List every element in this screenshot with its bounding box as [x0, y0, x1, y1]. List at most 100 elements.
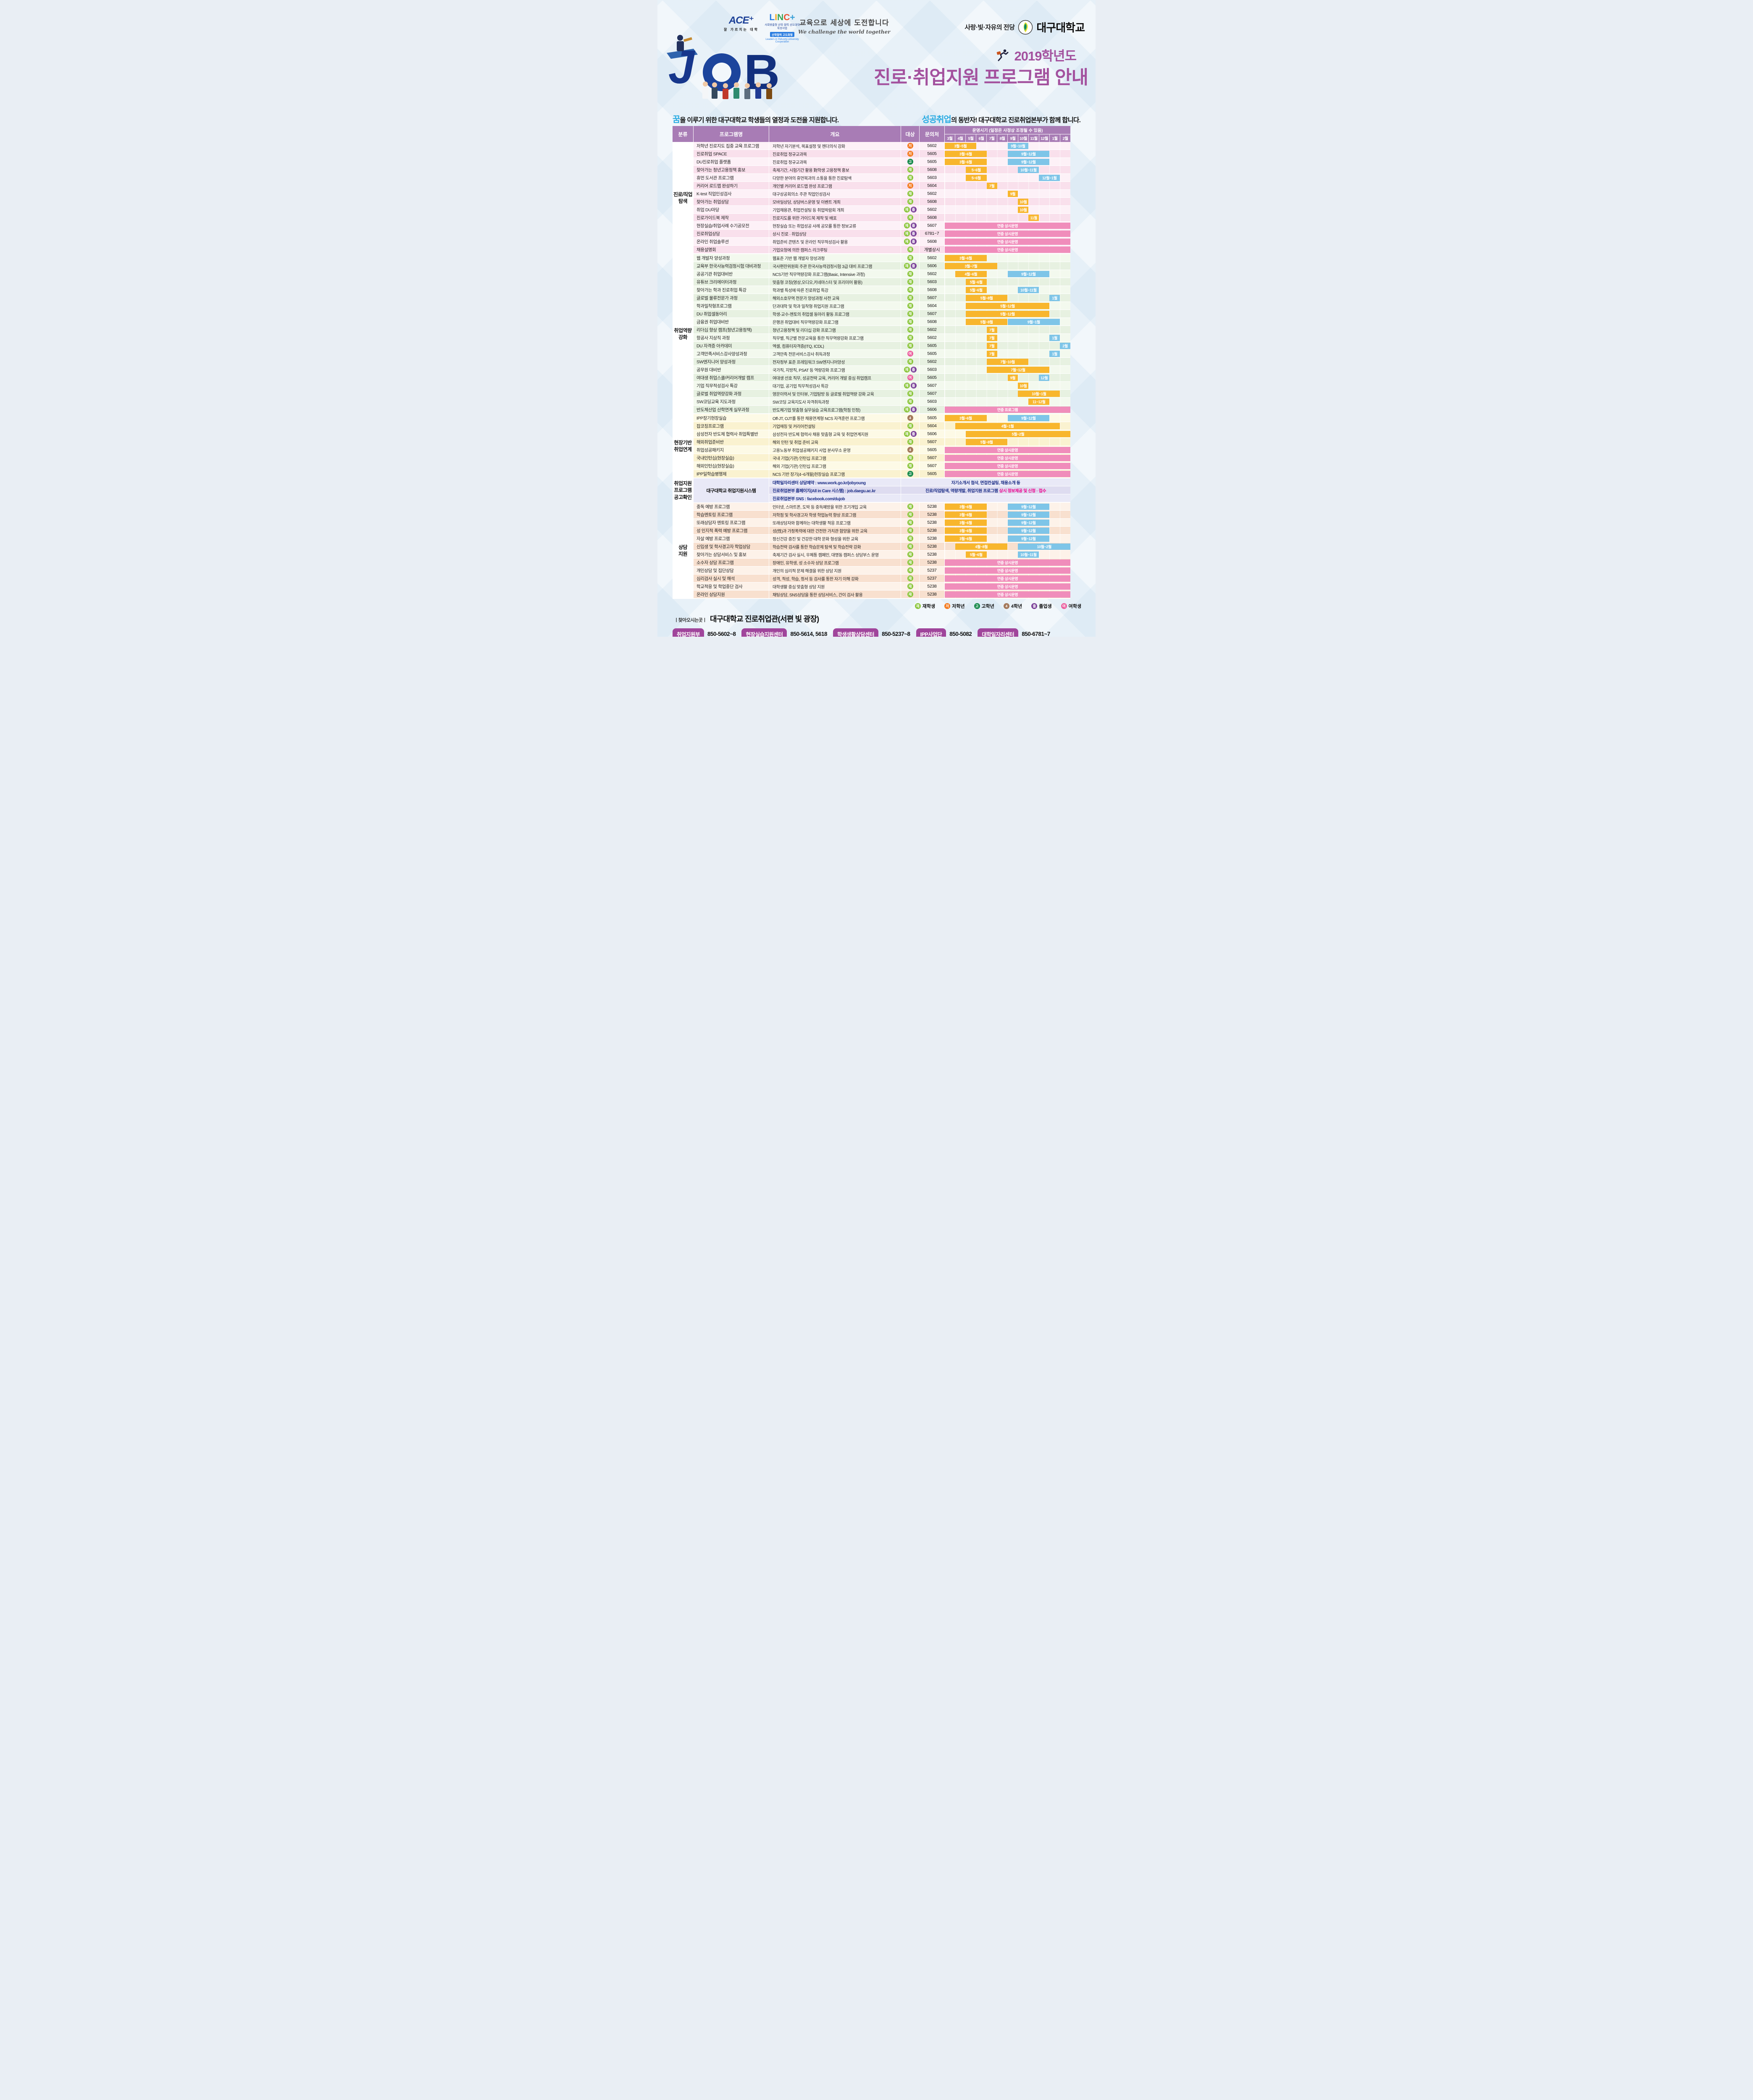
location-line: ㅣ찾아오시는곳ㅣ 대구대학교 진로취업관(서편 빛 광장)	[674, 613, 1096, 624]
program-name: DU 자격증 아카데미	[694, 342, 769, 349]
program-targets: 재	[901, 454, 920, 462]
program-targets: 재	[901, 551, 920, 558]
contact-extension: 5238	[920, 591, 945, 598]
target-badge: 재	[907, 399, 913, 404]
contact-extension: 5603	[920, 174, 945, 181]
schedule-timeline: 5월~8월	[945, 438, 1070, 446]
target-badge: 재	[907, 327, 913, 333]
target-badge: 고	[907, 471, 913, 477]
program-overview: 은행권 취업대비 직무역량강화 프로그램	[769, 318, 901, 326]
program-row: DU 취업셀동아리 학생-교수-멘토의 취업셀 동아리 활동 프로그램 재 5607 5…	[694, 310, 1070, 318]
ace-logo: ACE⁺ 잘 가르치는 대학	[724, 14, 759, 32]
target-badge: 고	[907, 159, 913, 165]
program-overview: 맞춤형 코칭(영상,오디오,키네마스터 및 프리미어 활용)	[769, 278, 901, 286]
program-row: 찾아가는 학과 진로취업 특강 학과별 특성에 따른 진로취업 특강 재 5608 5월…	[694, 286, 1070, 294]
linc-letter: I	[775, 13, 778, 22]
program-name: 국내인턴십(현장실습)	[694, 454, 769, 462]
program-overview: 성격, 적성, 학습, 정서 등 검사를 통한 자기 이해 강화	[769, 575, 901, 582]
target-badge: 재	[907, 303, 913, 309]
program-overview: 인터넷, 스마트폰, 도박 등 중독예방을 위한 조기개입 교육	[769, 503, 901, 510]
schedule-bar: 4월~1월	[955, 423, 1060, 429]
target-badge: 재	[907, 463, 913, 469]
schedule-timeline: 7월~12월	[945, 366, 1070, 373]
schedule-bar: 5월~8월	[965, 438, 1008, 445]
target-badge: 졸	[910, 239, 917, 244]
contact-extension: 5606	[920, 406, 945, 413]
linc-logo: LINC+ 사회맞춤형 산학·협력 선도대학 육성사업 산학협력 고도화형 Le…	[763, 13, 801, 43]
contact-extension: 5608	[920, 214, 945, 221]
target-badge: 재	[907, 175, 913, 181]
table-section: 진로/직업 탐색 저학년 진로지도 집중 교육 프로그램 저학년 자기분석, 목표설…	[673, 142, 1070, 254]
program-targets: 재	[901, 174, 920, 181]
contact-extension: 5605	[920, 150, 945, 158]
schedule-bar: 7월	[986, 350, 997, 357]
target-badge: 저	[907, 143, 913, 149]
section-rows: 대구대학교 취업지원시스템 대학일자리센터 상담예약 : www.work.go.…	[694, 478, 1070, 502]
legend-label: 여학생	[1068, 604, 1081, 609]
target-badge: 재	[907, 287, 913, 293]
program-overview: 진로취업 정규교과목	[769, 150, 901, 158]
target-badge: 재	[904, 431, 910, 437]
program-overview: 저학점 및 학사경고자 학생 학업능력 향상 프로그램	[769, 511, 901, 518]
program-overview: 개인의 심리적 문제 해결을 위한 상담 지원	[769, 567, 901, 574]
program-targets: 재	[901, 511, 920, 518]
schedule-bar: 9월~12월	[1007, 503, 1050, 510]
contact-extension: 5608	[920, 238, 945, 245]
contact-extension: 5608	[920, 286, 945, 294]
program-targets: 고	[901, 158, 920, 165]
legend-label: 고학년	[981, 604, 994, 609]
info-right-highlight: 상시 정보제공 및 신청 · 접수	[999, 488, 1046, 494]
target-badge: 재	[907, 391, 913, 396]
schedule-bar: 12월~1월	[1039, 174, 1060, 181]
contact-extension: 5604	[920, 422, 945, 430]
program-overview: 장애인, 유학생, 성 소수자 상담 프로그램	[769, 559, 901, 566]
intro-left-text: 을 이루기 위한 대구대학교 학생들의 열정과 도전을 지원합니다.	[680, 117, 839, 124]
program-name: IPP일학습병행제	[694, 470, 769, 478]
linc-letter: +	[790, 13, 795, 22]
target-badge: 재	[907, 551, 913, 557]
month-label: 2월	[1060, 134, 1070, 142]
program-table: 분류 프로그램명 개요 대상 문의처 운영시기 (일정은 사정상 조정될 수 있…	[673, 126, 1070, 599]
contact-extension: 5604	[920, 182, 945, 189]
contact-extension: 5238	[920, 583, 945, 590]
program-name: 소수자 상담 프로그램	[694, 559, 769, 566]
schedule-timeline: 10월	[945, 382, 1070, 389]
program-name: 해외취업준비반	[694, 438, 769, 446]
program-name: 찾아가는 학과 진로취업 특강	[694, 286, 769, 294]
program-overview: 저학년 자기분석, 목표설정 및 젠더의식 강화	[769, 142, 901, 150]
schedule-bar: 9월~12월	[1007, 535, 1050, 542]
program-name: 삼성전자 반도체 협력사 취업특별반	[694, 430, 769, 438]
table-section: 취업지원 프로그램 공고확인 대구대학교 취업지원시스템 대학일자리센터 상담예약 …	[673, 478, 1070, 503]
target-badge: 재	[907, 575, 913, 581]
target-badge: 재	[907, 271, 913, 277]
program-targets: 재	[901, 390, 920, 397]
program-name: 심리검사 실시 및 해석	[694, 575, 769, 582]
program-row: 온라인 상담지원 채팅상담, SNS상담을 통한 상담서비스, 간이 검사 활용 재…	[694, 591, 1070, 598]
program-overview: 단과대학 및 학과 밀착형 취업지원 프로그램	[769, 302, 901, 310]
target-badge: 재	[907, 247, 913, 252]
contact-extension: 5238	[920, 551, 945, 558]
target-badge: 재	[904, 263, 910, 269]
month-label: 3월	[945, 134, 955, 142]
program-row: 중독 예방 프로그램 인터넷, 스마트폰, 도박 등 중독예방을 위한 조기개입 …	[694, 503, 1070, 511]
table-body: 진로/직업 탐색 저학년 진로지도 집중 교육 프로그램 저학년 자기분석, 목표설…	[673, 142, 1070, 599]
target-badge: 고	[974, 603, 980, 609]
section-rows: 저학년 진로지도 집중 교육 프로그램 저학년 자기분석, 목표설정 및 젠더의식…	[694, 142, 1070, 254]
program-row: 진로취업상담 상시 진로 · 취업상담 재 졸 6781~7 연중 상시운영	[694, 230, 1070, 238]
target-legend: 재 재학생 저 저학년 고 고학년 4 4학년 졸 졸업생 여 여학생	[657, 602, 1081, 610]
program-row: 공공기관 취업대비반 NCS기반 직무역량강화 프로그램(Basic, Inten…	[694, 270, 1070, 278]
schedule-timeline: 7월~10월	[945, 358, 1070, 365]
linc-letter: L	[769, 13, 775, 22]
column-header-target: 대상	[901, 126, 920, 142]
program-name: 학과밀착형프로그램	[694, 302, 769, 310]
program-name: 항공사 지상직 과정	[694, 334, 769, 341]
schedule-note: 운영시기 (일정은 사정상 조정될 수 있음)	[945, 126, 1070, 134]
target-badge: 재	[907, 343, 913, 349]
month-label: 6월	[976, 134, 987, 142]
program-overview: 해외 인턴 및 취업 준비 교육	[769, 438, 901, 446]
program-row: 웹 개발자 양성과정 웹표준 기반 웹 개발자 양성과정 재 5602 3월~6월	[694, 254, 1070, 262]
schedule-timeline: 5월~8월 9월~1월	[945, 318, 1070, 326]
program-name: 해외인턴십(현장실습)	[694, 462, 769, 470]
program-overview: 삼성전자 반도체 협력사 채용 맞춤형 교육 및 취업연계지원	[769, 430, 901, 438]
